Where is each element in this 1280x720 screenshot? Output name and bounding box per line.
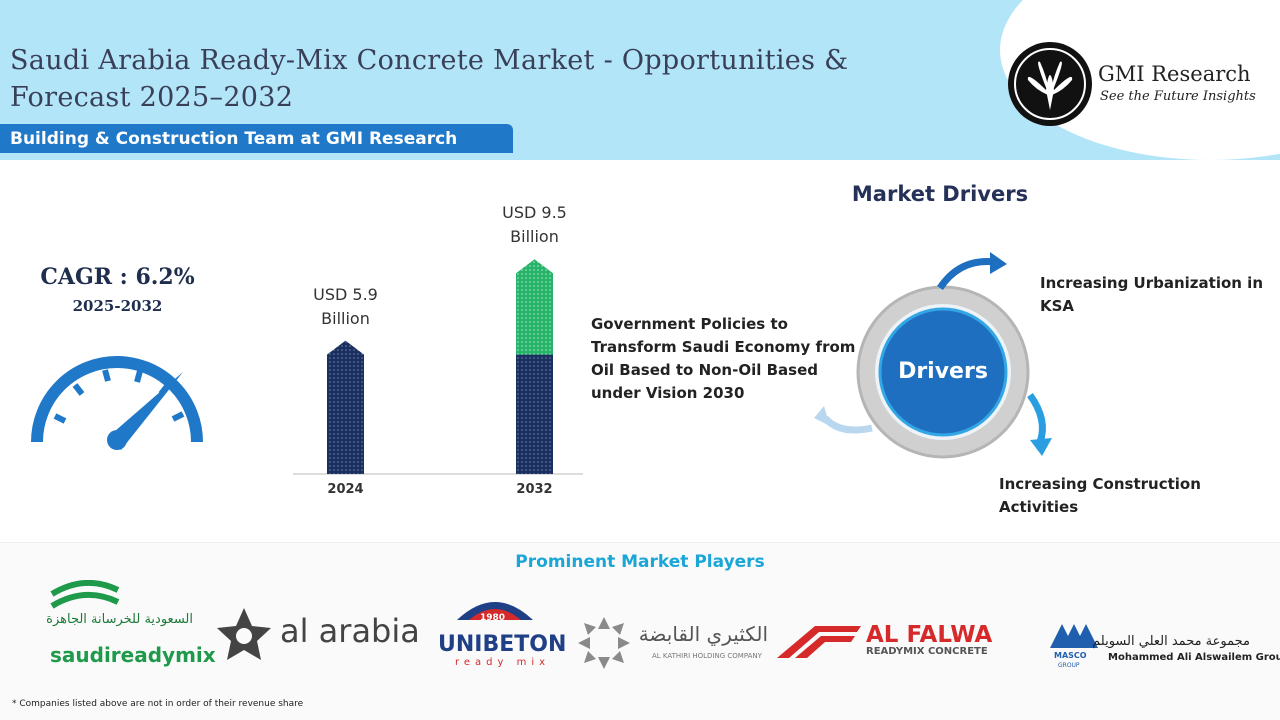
- logo-text: مجموعة محمد العلي السويلم: [1092, 634, 1250, 649]
- logo-text: AL KATHIRI HOLDING COMPANY: [652, 652, 762, 660]
- logo-icon: [217, 608, 271, 660]
- brand-name: GMI Research: [1098, 62, 1251, 86]
- logo-text: Mohammed Ali Alswailem Group: [1108, 652, 1280, 663]
- x-label: 2032: [516, 482, 553, 497]
- logo-text: al arabia: [280, 612, 420, 650]
- logo-icon: [50, 580, 120, 609]
- team-banner: Building & Construction Team at GMI Rese…: [0, 124, 513, 153]
- logo-text: MASCO: [1054, 651, 1087, 660]
- driver-text: Increasing Urbanization in KSA: [1040, 274, 1264, 315]
- drivers-title: Market Drivers: [851, 182, 1029, 206]
- x-label: 2024: [327, 482, 364, 497]
- bar-base-segment: [516, 354, 553, 474]
- drivers-diagram: [814, 252, 1052, 459]
- logo-text: 1980: [480, 613, 506, 623]
- logo-text: saudireadymix: [50, 643, 216, 667]
- brand-logo-icon: [1008, 42, 1092, 126]
- drivers-center-label: Drivers: [898, 359, 988, 384]
- logo-text: READYMIX CONCRETE: [866, 646, 988, 657]
- logo-text: الكثيري القابضة: [638, 622, 768, 646]
- players-section: [0, 542, 1280, 720]
- logo-text: السعودية للخرسانة الجاهزة: [46, 612, 193, 627]
- logo-icon: [777, 626, 861, 658]
- driver-text: Government Policies to Transform Saudi E…: [591, 315, 856, 402]
- logo-text: UNIBETON: [438, 632, 567, 657]
- market-size-bars: [293, 259, 583, 475]
- gauge-icon: [31, 356, 203, 450]
- logo-icon: [1050, 624, 1098, 648]
- logo-icon: [578, 617, 630, 669]
- brand-tagline: See the Future Insights: [1100, 89, 1256, 104]
- players-title: Prominent Market Players: [515, 552, 765, 572]
- logo-icon: [457, 602, 533, 620]
- cagr-period: 2025-2032: [72, 297, 163, 315]
- logo-text: GROUP: [1058, 662, 1080, 669]
- value-label: USD 9.5 Billion: [502, 203, 567, 247]
- driver-text: Increasing Construction Activities: [999, 475, 1201, 516]
- logo-text: AL FALWA: [866, 622, 993, 648]
- bar: [327, 340, 364, 474]
- cagr-value: CAGR : 6.2%: [40, 264, 195, 290]
- page-title: Saudi Arabia Ready-Mix Concrete Market -…: [10, 45, 849, 113]
- value-label: USD 5.9 Billion: [313, 284, 378, 328]
- footnote: * Companies listed above are not in orde…: [12, 699, 304, 709]
- logo-text: ready mix: [455, 657, 551, 668]
